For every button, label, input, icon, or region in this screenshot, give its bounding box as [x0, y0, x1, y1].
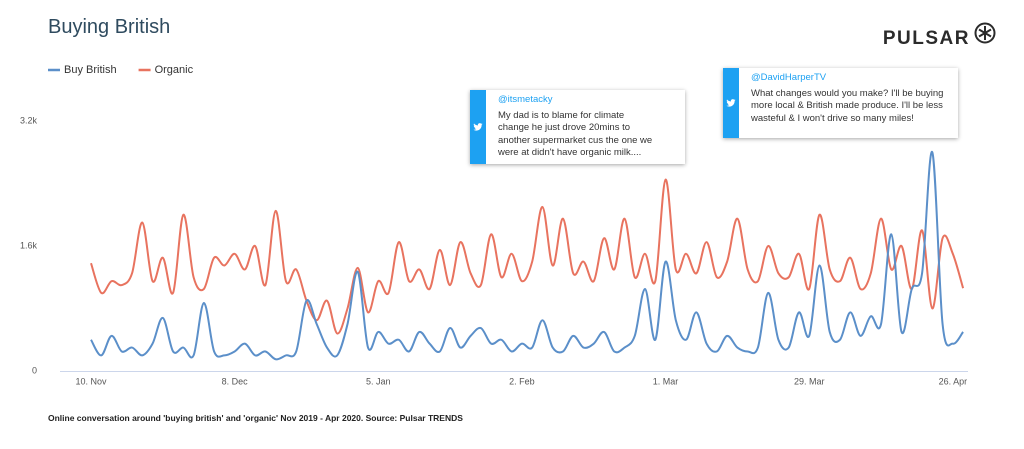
series-line — [90, 178, 965, 335]
tweet-annotation: @DavidHarperTV What changes would you ma… — [723, 68, 958, 138]
x-tick-label: 26. Apr — [939, 376, 968, 386]
twitter-icon — [473, 123, 483, 131]
legend-label: Buy British — [64, 64, 117, 76]
tweet-body: @itsmetacky My dad is to blame for clima… — [486, 90, 662, 164]
tweet-line: another supermarket cus the one we — [498, 134, 653, 146]
chart-title: Buying British — [48, 16, 171, 38]
brand-logo: PULSAR — [882, 22, 996, 50]
y-tick-label: 1.6k — [20, 240, 38, 250]
x-tick-label: 10. Nov — [75, 376, 107, 386]
legend-item[interactable]: Buy British — [48, 64, 117, 76]
twitter-icon — [726, 99, 736, 107]
x-tick-label: 8. Dec — [222, 376, 249, 386]
tweet-line: My dad is to blame for climate — [498, 109, 625, 121]
y-tick-label: 3.2k — [20, 115, 38, 125]
y-tick-label: 0 — [32, 365, 37, 375]
tweet-line: change he just drove 20mins to — [498, 122, 631, 133]
tweet-line: wasteful & I won't drive so many miles! — [751, 112, 914, 124]
legend-label: Organic — [155, 64, 194, 76]
tweet-line: were at didn't have organic milk.... — [498, 147, 642, 158]
tweet-body: @DavidHarperTV What changes would you ma… — [739, 68, 953, 138]
brand-icon — [974, 22, 996, 44]
brand-text: PULSAR — [882, 28, 970, 49]
x-tick-label: 2. Feb — [509, 376, 535, 386]
caption: Online conversation around 'buying briti… — [48, 413, 463, 423]
x-tick-label: 29. Mar — [794, 376, 825, 386]
tweet-line: What changes would you make? I'll be buy… — [751, 87, 944, 99]
tweet-line: more local & British made produce. I'll … — [751, 100, 943, 111]
tweet-annotation: @itsmetacky My dad is to blame for clima… — [470, 90, 685, 164]
x-tick-label: 1. Mar — [653, 376, 679, 386]
tweet-strip — [470, 90, 486, 164]
series-line — [90, 151, 964, 361]
x-tick-label: 5. Jan — [366, 376, 391, 386]
legend-item[interactable]: Organic — [138, 64, 194, 76]
tweet-strip — [723, 68, 739, 138]
tweet-handle: @DavidHarperTV — [751, 72, 827, 83]
tweet-handle: @itsmetacky — [498, 94, 553, 105]
